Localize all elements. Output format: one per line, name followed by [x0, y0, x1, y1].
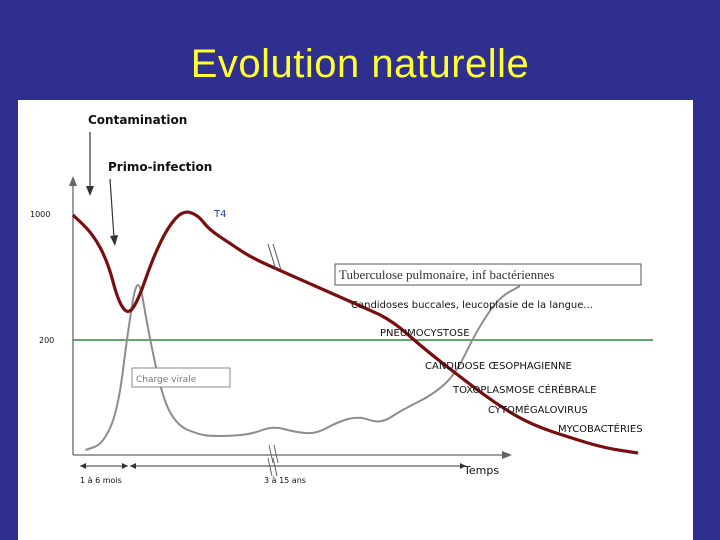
series-line-t4	[71, 210, 639, 455]
x-tick-label-early: 1 à 6 mois	[80, 476, 122, 485]
bracket-arrow-right	[122, 463, 128, 469]
curve-break-mark	[267, 243, 277, 271]
annotation-pneumocystose: PNEUMOCYSTOSE	[380, 328, 470, 339]
y-tick-label-200: 200	[39, 336, 54, 345]
axis-break-mark	[268, 444, 274, 464]
annotation-mycobacteries: MYCOBACTÉRIES	[558, 422, 643, 435]
y-tick-label-1000: 1000	[30, 210, 50, 219]
natural-history-chart: 1000 200 1 à 6 mois 3 à 15 ans Temps Con…	[30, 113, 653, 485]
x-tick-label-late: 3 à 15 ans	[264, 476, 306, 485]
slide-title: Evolution naturelle	[190, 42, 530, 86]
bracket-arrow-left	[130, 463, 136, 469]
bracket-arrow-left	[80, 463, 86, 469]
annotation-toxoplasmose: TOXOPLASMOSE CÉRÉBRALE	[452, 383, 597, 396]
curve-break-mark	[272, 243, 282, 271]
annotation-candidoses-buccales: Candidoses buccales, leucoplasie de la l…	[351, 300, 593, 311]
primo-infection-arrow	[109, 178, 115, 239]
charge-virale-label-box	[131, 367, 231, 388]
axis-break-mark	[273, 444, 279, 464]
annotation-tuberculose: Tuberculose pulmonaire, inf bactériennes	[339, 267, 554, 282]
x-axis-arrow	[502, 451, 512, 459]
series-label-charge-virale: Charge virale	[136, 375, 197, 385]
x-axis-label: Temps	[463, 464, 499, 477]
tuberculose-label-box	[334, 263, 642, 286]
axis-break-mark	[267, 457, 273, 477]
y-axis-arrow	[69, 176, 77, 186]
axis-break-mark	[272, 457, 278, 477]
annotation-cytomegalovirus: CYTOMÉGALOVIRUS	[488, 403, 588, 416]
annotation-primo-infection: Primo-infection	[108, 160, 212, 174]
annotation-candidose-oesophagienne: CANDIDOSE ŒSOPHAGIENNE	[425, 361, 572, 372]
annotation-contamination: Contamination	[88, 113, 187, 127]
series-label-t4: T4	[213, 209, 226, 220]
contamination-arrowhead	[86, 186, 94, 196]
primo-infection-arrowhead	[110, 235, 118, 246]
bracket-arrow-right	[460, 463, 466, 469]
chart-panel: 1000 200 1 à 6 mois 3 à 15 ans Temps Con…	[18, 100, 693, 540]
